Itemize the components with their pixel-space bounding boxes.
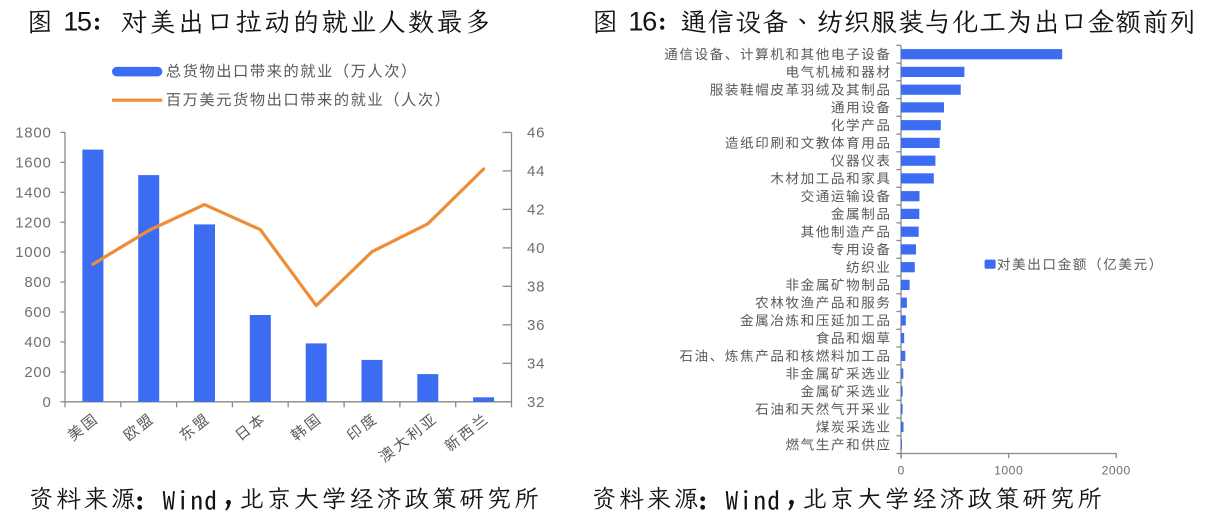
- svg-text:0: 0: [898, 463, 905, 477]
- svg-text:1200: 1200: [15, 214, 51, 231]
- svg-text:15: 15: [63, 5, 91, 36]
- svg-text:200: 200: [24, 364, 51, 381]
- svg-text:1800: 1800: [15, 125, 51, 142]
- svg-text:40: 40: [527, 240, 545, 257]
- svg-text:46: 46: [527, 125, 545, 142]
- svg-text:42: 42: [527, 202, 545, 219]
- svg-text:1400: 1400: [15, 184, 51, 201]
- svg-text:44: 44: [527, 163, 545, 180]
- svg-text:34: 34: [527, 355, 545, 372]
- svg-text:16: 16: [628, 5, 656, 36]
- svg-text:36: 36: [527, 317, 545, 334]
- svg-text:1000: 1000: [15, 244, 51, 261]
- svg-text:2000: 2000: [1102, 463, 1131, 477]
- svg-text:600: 600: [24, 304, 51, 321]
- svg-text:1600: 1600: [15, 154, 51, 171]
- svg-text:1000: 1000: [994, 463, 1023, 477]
- svg-text:400: 400: [24, 334, 51, 351]
- svg-text:38: 38: [527, 278, 545, 295]
- svg-text:32: 32: [527, 394, 545, 411]
- svg-text:800: 800: [24, 274, 51, 291]
- svg-text:0: 0: [43, 394, 52, 411]
